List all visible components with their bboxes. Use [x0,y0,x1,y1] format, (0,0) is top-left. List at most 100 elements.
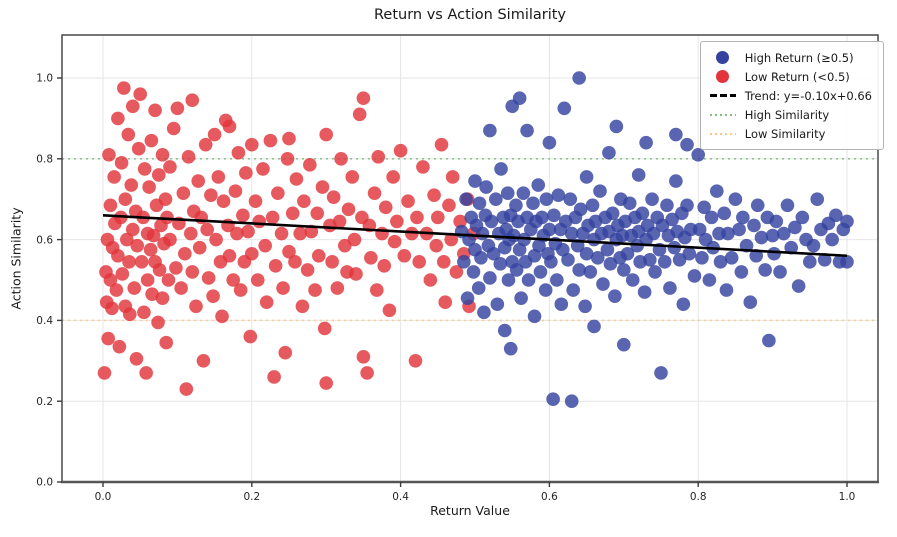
scatter-point [475,226,490,241]
scatter-point [542,222,557,237]
scatter-point [133,87,147,101]
scatter-point [267,370,281,384]
scatter-point [444,232,458,247]
scatter-point [423,273,438,287]
scatter-point [245,246,259,261]
scatter-point [682,246,697,261]
scatter-point [747,218,761,233]
scatter-point [517,232,531,247]
scatter-point [721,226,735,241]
scatter-point [117,81,131,95]
scatter-point [489,192,503,206]
scatter-point [326,190,341,204]
scatter-point [118,192,133,206]
scatter-point [593,184,607,198]
scatter-point [710,184,724,198]
scatter-point [401,194,415,209]
scatter-point [520,123,534,138]
scatter-point [724,250,739,265]
scatter-point [315,180,330,194]
scatter-point [514,291,528,305]
scatter-point [341,202,356,217]
scatter-point [410,210,424,225]
scatter-point [493,257,508,271]
x-tick-label: 1.0 [839,491,856,503]
scatter-point [151,315,165,330]
scatter-point [271,186,285,200]
scatter-point [289,172,304,186]
legend-label: Trend: y=-0.10x+0.66 [744,88,872,103]
scatter-point [226,273,240,287]
y-tick-label: 0.2 [36,396,53,408]
scatter-point [503,341,518,356]
scatter-point [546,392,560,406]
scatter-point [631,168,646,182]
scatter-point [602,145,616,160]
scatter-point [276,281,290,295]
scatter-point [713,255,728,269]
legend-item-low-similarity: Low Similarity [709,124,872,143]
scatter-point [573,202,588,217]
scatter-point [460,291,475,305]
scatter-point [134,255,149,269]
scatter-point [676,297,691,312]
scatter-point [397,248,412,263]
scatter-point [605,206,620,221]
scatter-point [551,188,566,202]
scatter-point [734,265,749,279]
scatter-point [211,170,226,184]
scatter-point [387,234,402,249]
scatter-point [111,248,125,263]
scatter-point [112,339,127,354]
scatter-point [680,137,694,152]
scatter-point [163,160,177,174]
scatter-point [521,273,536,287]
scatter-point [265,210,280,225]
scatter-point [201,271,216,285]
scatter-point [158,192,173,206]
scatter-point [539,192,554,206]
scatter-point [207,127,222,142]
scatter-point [386,170,400,184]
scatter-point [773,265,787,279]
scatter-point [206,289,220,303]
scatter-point [639,135,653,150]
scatter-point [544,255,558,269]
x-axis-label: Return Value [430,503,510,518]
scatter-point [103,273,118,287]
scatter-point [204,188,218,202]
scatter-point [222,119,237,134]
legend: High Return (≥0.5) Low Return (<0.5) Tre… [699,41,884,150]
scatter-point [795,210,810,225]
scatter-point [274,226,289,241]
scatter-point [169,261,183,275]
scatter-point [579,246,594,261]
x-tick-label: 0.0 [95,491,112,503]
scatter-point [295,299,310,314]
legend-item-trend: Trend: y=-0.10x+0.66 [709,86,872,105]
scatter-point [840,214,854,229]
scatter-point [477,305,491,320]
scatter-point [596,277,610,291]
scatter-point [555,242,570,257]
scatter-point [457,255,471,269]
scatter-point [393,143,408,158]
scatter-point [471,281,486,295]
scatter-point [317,321,332,336]
scatter-point [669,127,683,142]
scatter-point [310,206,325,221]
scatter-point [583,265,598,279]
scatter-point [791,279,806,293]
scatter-point [810,192,825,206]
scatter-point [434,137,449,152]
scatter-point [137,162,152,176]
scatter-point [728,192,743,206]
scatter-point [579,170,594,184]
scatter-point [252,214,267,229]
scatter-point [484,214,499,229]
scatter-point [695,250,709,265]
scatter-point [646,226,661,241]
scatter-point [297,194,311,209]
scatter-point [416,160,430,174]
scatter-point [288,255,302,269]
